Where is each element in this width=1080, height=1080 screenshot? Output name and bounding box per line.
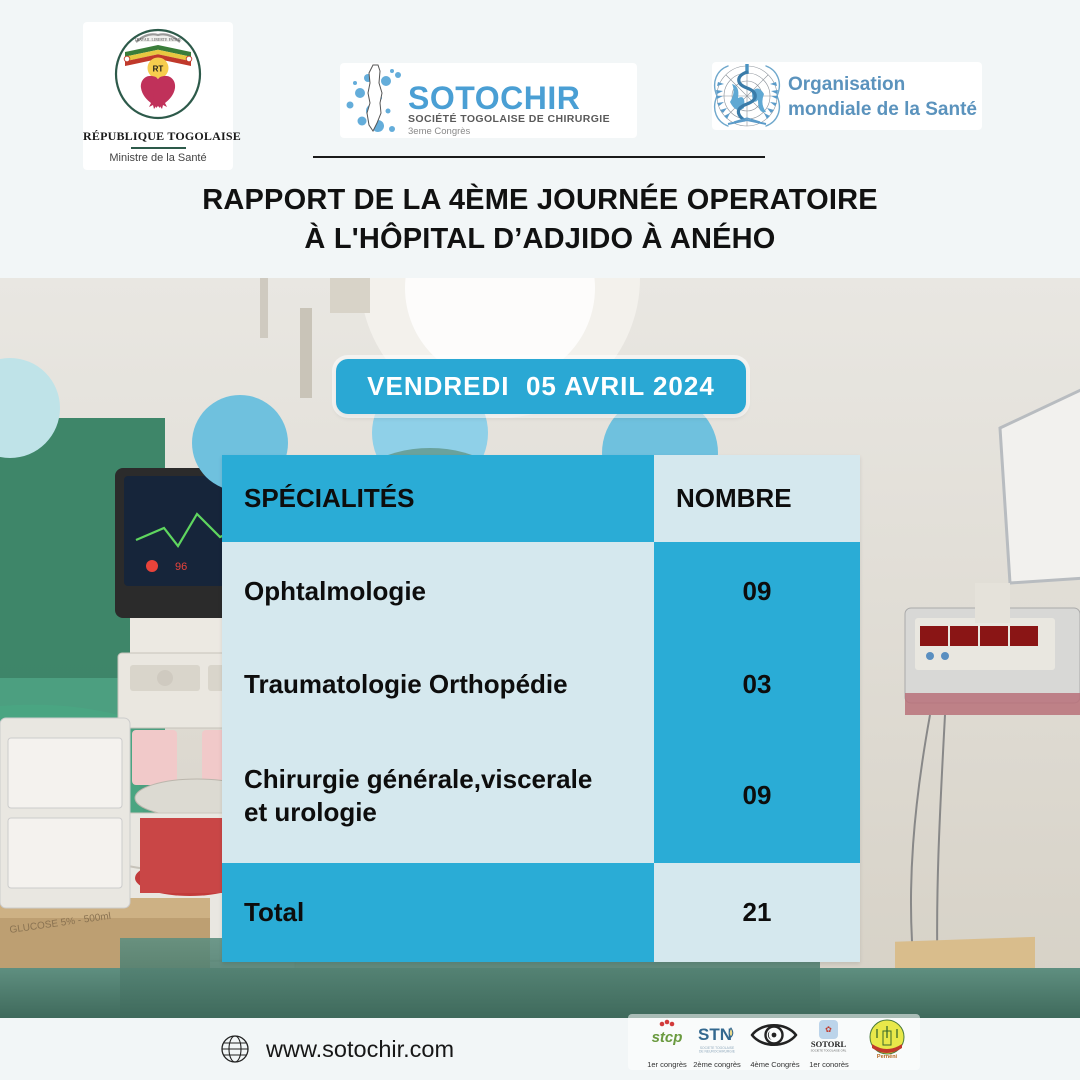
svg-text:RT: RT [153,65,164,74]
svg-text:SOCIÉTÉ TOGOLAISE DE CHIRURGIE: SOCIÉTÉ TOGOLAISE DE CHIRURGIE [408,112,610,125]
svg-text:stcp: stcp [652,1029,683,1046]
svg-text:SOCIETE TOGOLAISE ORL: SOCIETE TOGOLAISE ORL [811,1049,847,1053]
svg-text:96: 96 [175,561,187,573]
svg-text:Pernéni: Pernéni [877,1054,898,1060]
svg-text:3eme Congrès: 3eme Congrès [408,126,471,137]
svg-text:DE NEUROCHIRURGIE: DE NEUROCHIRURGIE [699,1050,736,1054]
svg-text:TRAVAIL LIBERTE PATRIE: TRAVAIL LIBERTE PATRIE [134,38,182,42]
svg-text:STN: STN [698,1025,732,1044]
svg-text:SOTORL: SOTORL [811,1039,847,1049]
svg-text:Organisation: Organisation [788,74,905,95]
svg-text:✿: ✿ [825,1025,832,1034]
svg-text:mondiale de la Santé: mondiale de la Santé [788,99,977,120]
svg-text:SOTOCHIR: SOTOCHIR [408,80,580,116]
